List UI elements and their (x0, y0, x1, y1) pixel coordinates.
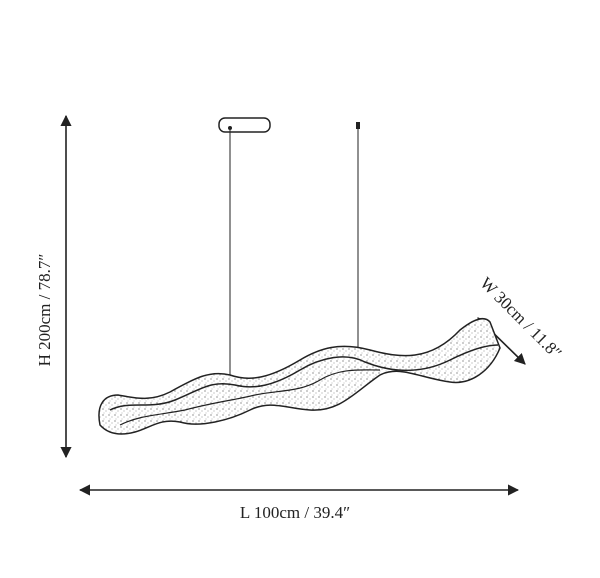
height-label: H 200cm / 78.7″ (35, 254, 54, 367)
lamp-drawing (98, 117, 501, 435)
length-label: L 100cm / 39.4″ (240, 503, 350, 522)
